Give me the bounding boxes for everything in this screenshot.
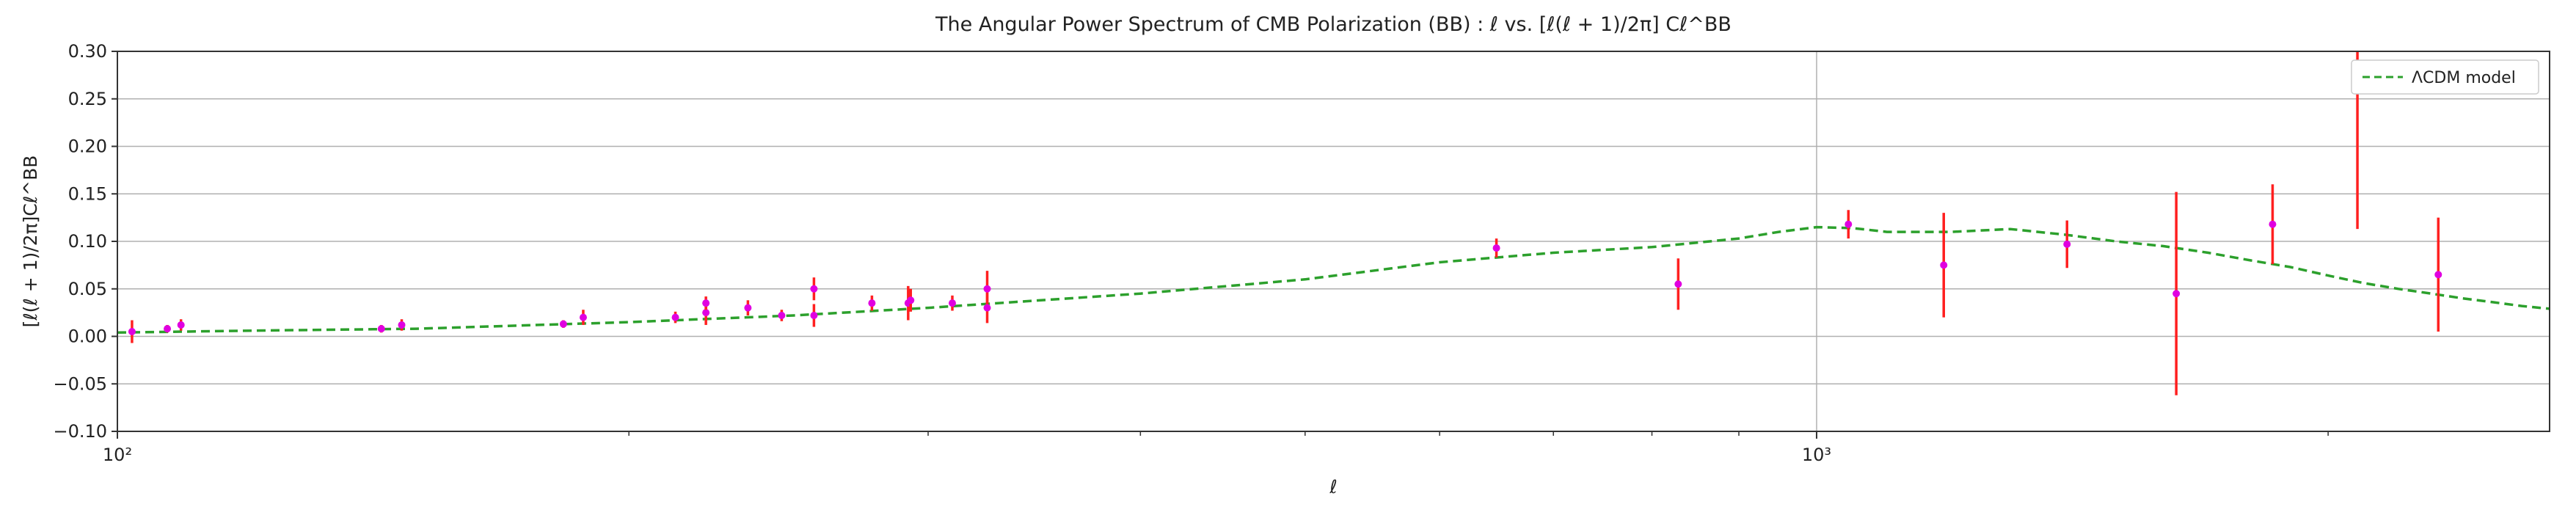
legend-entry: ΛCDM model xyxy=(2412,69,2516,87)
y-tick-label: 0.00 xyxy=(68,326,107,347)
y-tick-label: −0.05 xyxy=(53,373,107,394)
data-point xyxy=(907,296,915,304)
data-point xyxy=(702,309,710,317)
data-point xyxy=(1492,244,1500,252)
data-point xyxy=(2172,290,2181,298)
data-point xyxy=(2269,220,2277,228)
data-point xyxy=(164,325,172,333)
y-tick-label: −0.10 xyxy=(53,421,107,442)
data-point xyxy=(177,321,185,329)
data-point xyxy=(1674,280,1682,288)
x-axis-label: ℓ xyxy=(1329,476,1337,497)
data-point xyxy=(948,299,956,307)
data-point xyxy=(983,304,991,312)
data-point xyxy=(579,313,587,321)
data-point xyxy=(868,299,876,307)
data-point xyxy=(1940,261,1948,269)
data-point xyxy=(983,285,991,293)
y-axis-label: [ℓ(ℓ + 1)/2π]Cℓ^BB xyxy=(20,156,41,328)
data-point xyxy=(810,312,818,320)
data-point xyxy=(1845,220,1853,228)
data-point xyxy=(702,299,710,307)
data-point xyxy=(559,320,567,328)
data-point xyxy=(2434,271,2442,279)
data-point xyxy=(128,328,136,336)
ticks-layer: −0.10 −0.05 0.00 0.05 0.10 0.15 0.20 0.25 0.30 10… xyxy=(53,41,2329,465)
grid-layer xyxy=(117,51,2550,432)
y-tick-label: 0.25 xyxy=(68,89,107,109)
data-point xyxy=(377,325,385,333)
data-point xyxy=(2063,240,2071,248)
data-point xyxy=(778,312,786,320)
y-tick-label: 0.20 xyxy=(68,136,107,157)
y-tick-label: 0.10 xyxy=(68,231,107,252)
data-point xyxy=(671,313,679,321)
data-point xyxy=(810,285,818,293)
legend: ΛCDM model xyxy=(2351,59,2539,95)
x-tick-label: 10³ xyxy=(1802,445,1831,465)
model-line xyxy=(117,225,2550,335)
legend-box xyxy=(2351,59,2539,95)
y-tick-label: 0.15 xyxy=(68,183,107,204)
model-layer xyxy=(117,225,2550,335)
data-point xyxy=(398,321,406,329)
y-tick-label: 0.05 xyxy=(68,279,107,299)
chart-title: The Angular Power Spectrum of CMB Polari… xyxy=(935,13,1732,36)
y-tick-label: 0.30 xyxy=(68,41,107,62)
data-point xyxy=(2354,43,2361,51)
x-tick-label: 10² xyxy=(103,445,132,465)
points-layer xyxy=(128,43,2442,395)
data-point xyxy=(744,304,752,312)
